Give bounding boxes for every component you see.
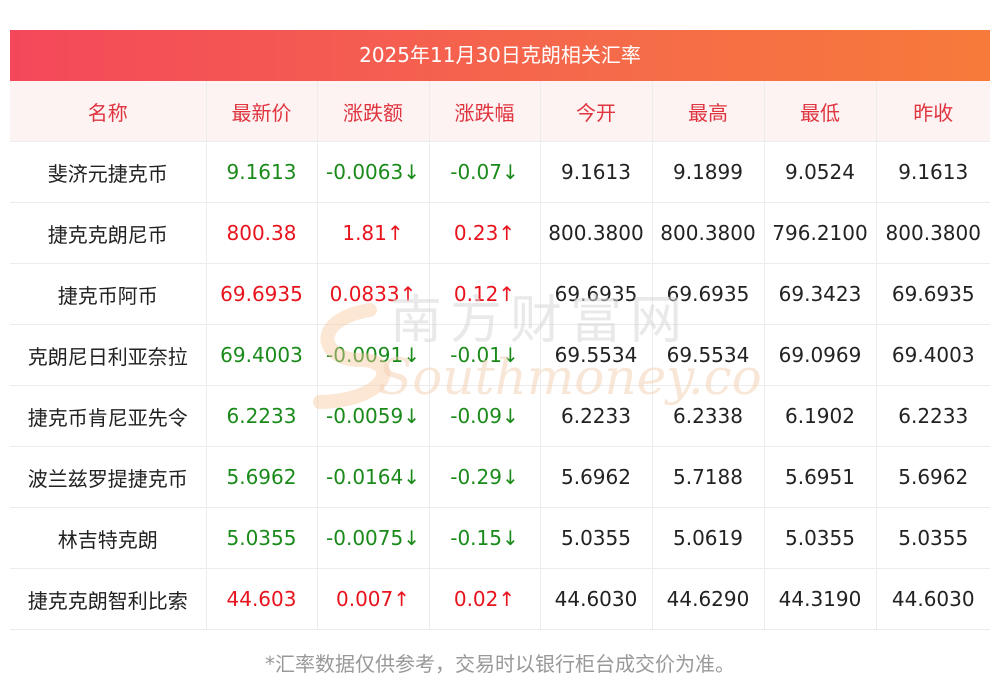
cell-name: 克朗尼日利亚奈拉 xyxy=(10,324,207,386)
cell-name: 捷克克朗尼币 xyxy=(10,202,207,264)
cell-high: 6.2338 xyxy=(652,385,765,447)
header-change: 涨跌额 xyxy=(317,81,430,142)
cell-high: 9.1899 xyxy=(652,141,765,203)
header-high: 最高 xyxy=(652,81,765,142)
table-row: 斐济元捷克币 9.1613 -0.0063↓ -0.07↓ 9.1613 9.1899 9.… xyxy=(10,141,990,203)
cell-prev: 5.6962 xyxy=(876,446,990,508)
cell-pct: -0.09↓ xyxy=(429,385,541,447)
cell-low: 69.3423 xyxy=(764,263,877,325)
cell-latest: 44.603 xyxy=(206,568,318,630)
header-low: 最低 xyxy=(764,81,877,142)
cell-latest: 69.4003 xyxy=(206,324,318,386)
cell-open: 5.0355 xyxy=(540,507,653,569)
cell-change: -0.0063↓ xyxy=(317,141,430,203)
cell-pct: -0.01↓ xyxy=(429,324,541,386)
cell-latest: 6.2233 xyxy=(206,385,318,447)
cell-open: 5.6962 xyxy=(540,446,653,508)
cell-prev: 800.3800 xyxy=(876,202,990,264)
cell-change: 0.0833↑ xyxy=(317,263,430,325)
cell-high: 69.6935 xyxy=(652,263,765,325)
cell-open: 800.3800 xyxy=(540,202,653,264)
cell-latest: 5.0355 xyxy=(206,507,318,569)
cell-name: 捷克币阿币 xyxy=(10,263,207,325)
cell-change: -0.0164↓ xyxy=(317,446,430,508)
cell-latest: 5.6962 xyxy=(206,446,318,508)
rate-table: 名称 最新价 涨跌额 涨跌幅 今开 最高 最低 昨收 斐济元捷克币 9.1613-… xyxy=(10,81,990,630)
cell-high: 44.6290 xyxy=(652,568,765,630)
cell-low: 5.6951 xyxy=(764,446,877,508)
table-row: 林吉特克朗 5.0355 -0.0075↓ -0.15↓ 5.0355 5.0619 5.0… xyxy=(10,507,990,569)
cell-pct: 0.02↑ xyxy=(429,568,541,630)
cell-pct: 0.12↑ xyxy=(429,263,541,325)
cell-name: 捷克克朗智利比索 xyxy=(10,568,207,630)
cell-open: 69.6935 xyxy=(540,263,653,325)
table-row: 捷克币肯尼亚先令 6.2233 -0.0059↓ -0.09↓ 6.2233 6.2338… xyxy=(10,385,990,447)
cell-change: -0.0091↓ xyxy=(317,324,430,386)
header-pct: 涨跌幅 xyxy=(429,81,541,142)
cell-open: 9.1613 xyxy=(540,141,653,203)
cell-name: 捷克币肯尼亚先令 xyxy=(10,385,207,447)
cell-pct: -0.07↓ xyxy=(429,141,541,203)
cell-high: 800.3800 xyxy=(652,202,765,264)
table-row: 克朗尼日利亚奈拉 69.4003 -0.0091↓ -0.01↓ 69.5534 69.5… xyxy=(10,324,990,386)
cell-change: -0.0075↓ xyxy=(317,507,430,569)
cell-prev: 69.4003 xyxy=(876,324,990,386)
cell-high: 5.7188 xyxy=(652,446,765,508)
cell-low: 69.0969 xyxy=(764,324,877,386)
footnote: *汇率数据仅供参考，交易时以银行柜台成交价为准。 xyxy=(265,652,735,676)
cell-high: 5.0619 xyxy=(652,507,765,569)
cell-pct: 0.23↑ xyxy=(429,202,541,264)
header-open: 今开 xyxy=(540,81,653,142)
cell-low: 5.0355 xyxy=(764,507,877,569)
cell-low: 796.2100 xyxy=(764,202,877,264)
cell-change: 1.81↑ xyxy=(317,202,430,264)
cell-open: 44.6030 xyxy=(540,568,653,630)
cell-pct: -0.29↓ xyxy=(429,446,541,508)
cell-prev: 69.6935 xyxy=(876,263,990,325)
cell-latest: 9.1613 xyxy=(206,141,318,203)
cell-change: 0.007↑ xyxy=(317,568,430,630)
cell-name: 林吉特克朗 xyxy=(10,507,207,569)
cell-pct: -0.15↓ xyxy=(429,507,541,569)
cell-low: 44.3190 xyxy=(764,568,877,630)
table-title: 2025年11月30日克朗相关汇率 xyxy=(10,30,990,81)
rate-table-container: 2025年11月30日克朗相关汇率 名称 最新价 涨跌额 涨跌幅 今开 最高 最… xyxy=(10,30,990,630)
cell-name: 波兰兹罗提捷克币 xyxy=(10,446,207,508)
header-prev: 昨收 xyxy=(876,81,990,142)
cell-low: 6.1902 xyxy=(764,385,877,447)
cell-name: 斐济元捷克币 xyxy=(10,141,207,203)
cell-prev: 44.6030 xyxy=(876,568,990,630)
table-row: 波兰兹罗提捷克币 5.6962 -0.0164↓ -0.29↓ 5.6962 5.7188… xyxy=(10,446,990,508)
cell-open: 6.2233 xyxy=(540,385,653,447)
table-row: 捷克克朗智利比索 44.603 0.007↑ 0.02↑ 44.6030 44.6290 4… xyxy=(10,568,990,630)
cell-prev: 9.1613 xyxy=(876,141,990,203)
cell-change: -0.0059↓ xyxy=(317,385,430,447)
cell-high: 69.5534 xyxy=(652,324,765,386)
table-row: 捷克克朗尼币 800.38 1.81↑ 0.23↑ 800.3800 800.3800 79… xyxy=(10,202,990,264)
cell-prev: 6.2233 xyxy=(876,385,990,447)
cell-latest: 800.38 xyxy=(206,202,318,264)
header-name: 名称 xyxy=(10,81,207,142)
header-latest: 最新价 xyxy=(206,81,318,142)
cell-low: 9.0524 xyxy=(764,141,877,203)
cell-open: 69.5534 xyxy=(540,324,653,386)
cell-prev: 5.0355 xyxy=(876,507,990,569)
header-row: 名称 最新价 涨跌额 涨跌幅 今开 最高 最低 昨收 xyxy=(10,81,990,142)
table-row: 捷克币阿币 69.6935 0.0833↑ 0.12↑ 69.6935 69.6935 69… xyxy=(10,263,990,325)
cell-latest: 69.6935 xyxy=(206,263,318,325)
